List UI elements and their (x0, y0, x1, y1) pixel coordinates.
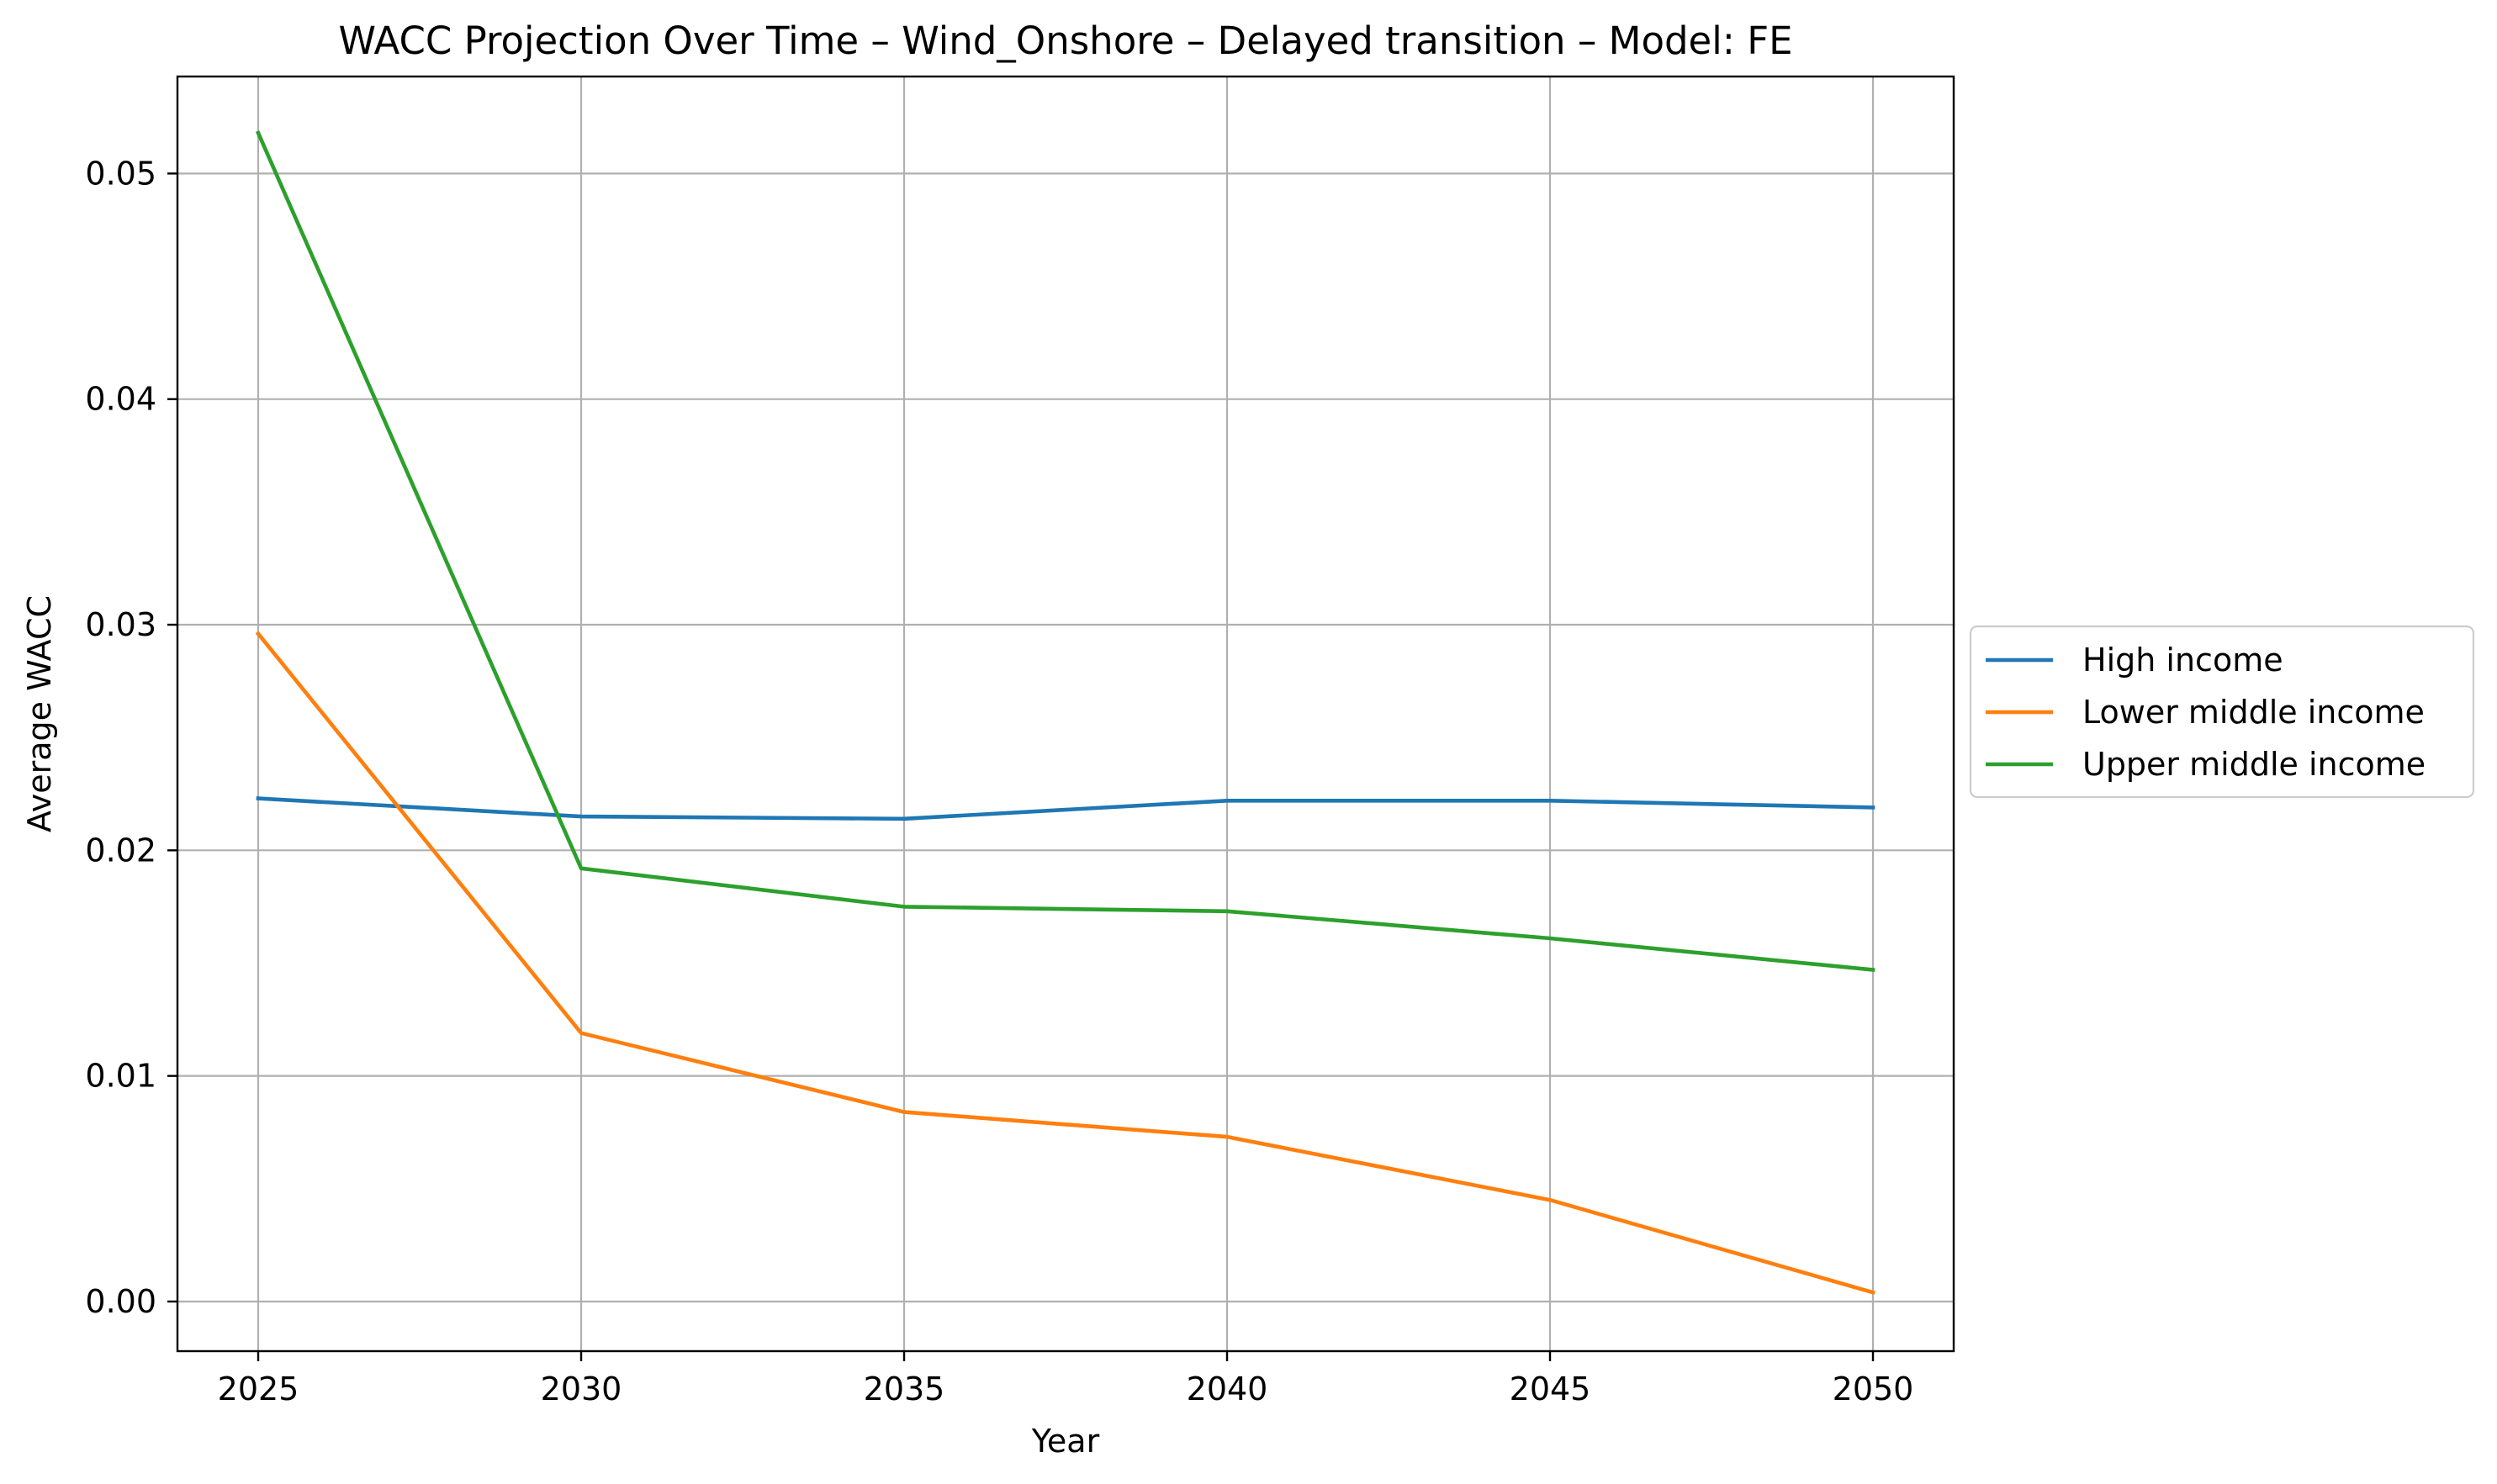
chart-title: WACC Projection Over Time – Wind_Onshore… (338, 18, 1792, 63)
legend-label: High income (2082, 642, 2283, 679)
grid (177, 77, 1954, 1351)
x-tick-label: 2025 (218, 1370, 299, 1407)
series-line-upper-middle-income (255, 130, 1875, 973)
y-tick-label: 0.01 (85, 1058, 156, 1095)
y-tick-label: 0.05 (85, 155, 156, 192)
y-axis-label: Average WACC (21, 595, 58, 832)
series-layer (255, 130, 1875, 1296)
x-tick-label: 2050 (1833, 1370, 1914, 1407)
axis-ticks: 2025 2030 2035 2040 2045 2050 0.00 0.01 0.02 0.03… (85, 155, 1913, 1407)
series-line-lower-middle-income (255, 631, 1875, 1296)
x-axis-label: Year (1031, 1423, 1100, 1460)
legend-label: Lower middle income (2082, 694, 2425, 731)
legend-box (1969, 625, 2475, 799)
legend: High income Lower middle income Upper midd… (1969, 625, 2475, 799)
x-tick-label: 2045 (1510, 1370, 1591, 1407)
y-tick-label: 0.00 (85, 1283, 156, 1320)
y-tick-label: 0.03 (85, 606, 156, 643)
plot-frame (176, 75, 1955, 1353)
x-tick-label: 2040 (1187, 1370, 1268, 1407)
x-tick-label: 2030 (541, 1370, 622, 1407)
x-tick-label: 2035 (864, 1370, 945, 1407)
series-line-high-income (256, 796, 1875, 821)
y-tick-label: 0.04 (85, 381, 156, 418)
y-tick-label: 0.02 (85, 832, 156, 869)
legend-label: Upper middle income (2082, 746, 2426, 783)
